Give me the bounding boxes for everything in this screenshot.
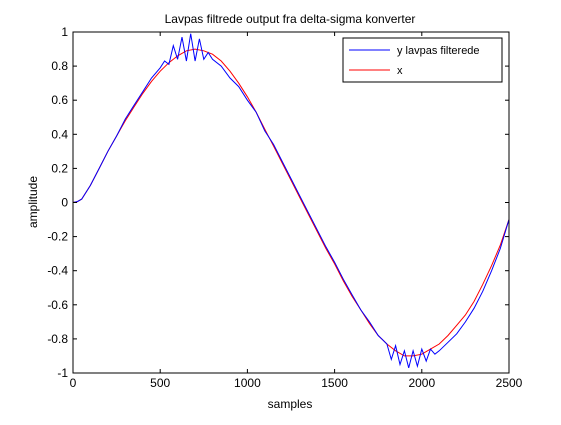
y-tick-label: 0.2: [51, 161, 68, 175]
y-tick-label: 0.4: [51, 127, 68, 141]
chart-title: Lavpas filtrede output fra delta-sigma k…: [165, 12, 416, 26]
y-tick-label: -0.2: [47, 230, 68, 244]
y-axis-label: amplitude: [26, 176, 40, 228]
x-tick-label: 1500: [321, 376, 348, 390]
x-tick-label: 2500: [496, 376, 523, 390]
x-tick-label: 2000: [408, 376, 435, 390]
y-tick-label: 1: [61, 25, 68, 39]
y-tick-label: -0.6: [47, 298, 68, 312]
legend-box: [342, 37, 503, 83]
y-tick-label: -0.8: [47, 332, 68, 346]
tick-layer: 0 500 1000 1500 2000 2500 -1 -0.8 -0.6 -0.4 -0.2 0 0…: [47, 25, 522, 390]
legend-label-series-2: x: [397, 65, 403, 77]
plot-area: [73, 32, 509, 373]
y-tick-label: 0.6: [51, 93, 68, 107]
series-layer: [72, 33, 510, 369]
y-tick-label: 0.8: [51, 59, 68, 73]
series-line-1: [72, 33, 510, 369]
legend: y lavpas filterede x: [342, 37, 503, 83]
series-line-2: [72, 48, 510, 357]
x-tick-label: 1000: [234, 376, 261, 390]
x-tick-label: 0: [70, 376, 77, 390]
x-axis-label: samples: [268, 397, 313, 411]
x-tick-label: 500: [150, 376, 170, 390]
y-tick-label: 0: [61, 196, 68, 210]
y-tick-label: -0.4: [47, 264, 68, 278]
y-tick-label: -1: [57, 366, 68, 380]
legend-label-series-1: y lavpas filterede: [397, 45, 480, 57]
